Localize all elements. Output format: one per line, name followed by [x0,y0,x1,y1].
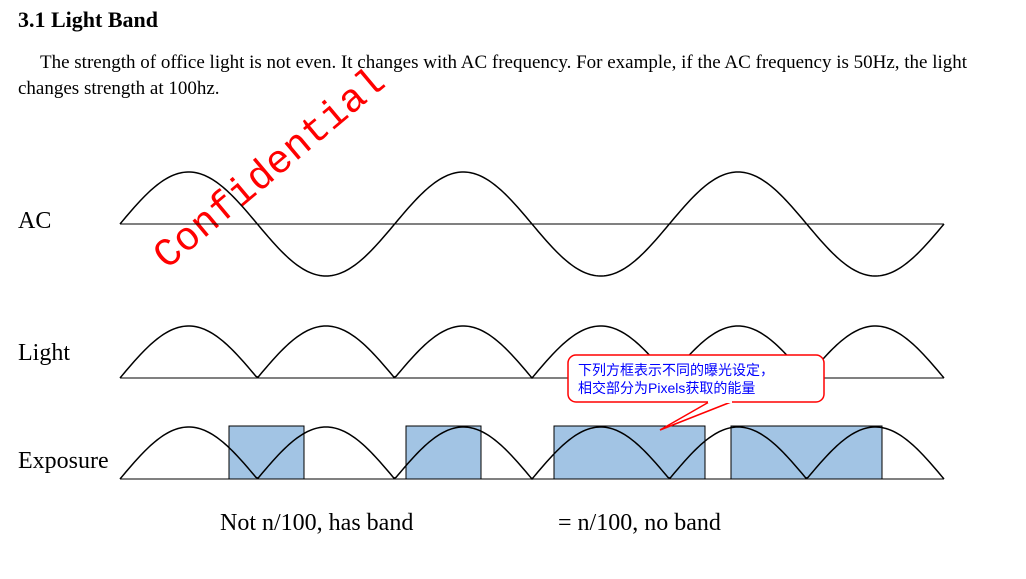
callout-text: 下列方框表示不同的曝光设定， 相交部分为Pixels获取的能量 [578,361,818,397]
exposure-rect-1 [229,426,304,479]
callout-line1: 下列方框表示不同的曝光设定， [578,361,818,379]
callout-join-cover [708,399,732,403]
exposure-rect-4 [731,426,882,479]
diagram-svg [0,0,1026,579]
callout-line2: 相交部分为Pixels获取的能量 [578,379,818,397]
